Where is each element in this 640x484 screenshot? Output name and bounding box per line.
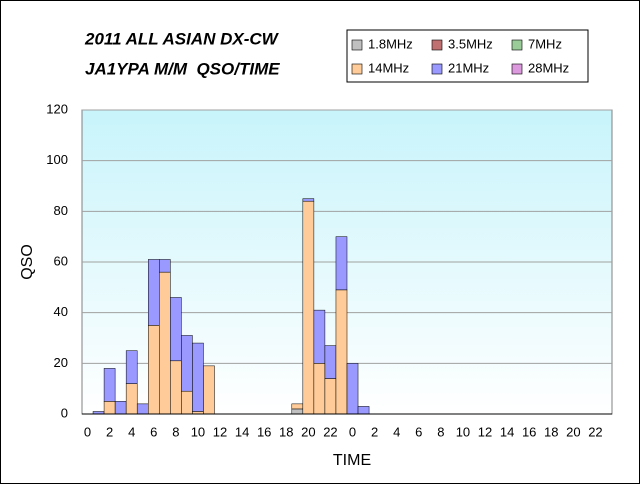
bar-segment [136,403,149,415]
bar-segment [159,259,171,273]
bars [92,198,370,415]
legend-label: 14MHz [368,60,409,75]
x-tick-label: 12 [213,424,227,439]
bar-segment [181,335,193,392]
legend-label: 3.5MHz [448,36,493,51]
legend-swatch [511,63,523,75]
x-tick-label: 16 [257,424,271,439]
x-tick-label: 4 [393,424,400,439]
x-tick-label: 12 [478,424,492,439]
y-tick-label: 100 [46,152,68,167]
chart-title: 2011 ALL ASIAN DX-CW [84,29,280,48]
x-tick-label: 22 [588,424,602,439]
bar-segment [159,271,171,415]
y-axis-label: QSO [19,244,36,280]
x-tick-label: 2 [106,424,113,439]
bar-segment [125,350,138,384]
bar-segment [291,408,304,415]
x-tick-label: 22 [323,424,337,439]
bar-segment [335,289,348,415]
x-tick-label: 8 [437,424,444,439]
y-tick-label: 0 [61,405,68,420]
x-tick-label: 6 [415,424,422,439]
bar-segment [170,360,182,415]
x-tick-label: 4 [128,424,135,439]
bar-segment [148,325,160,415]
x-axis-label: TIME [333,452,371,469]
y-tick-label: 120 [46,101,68,116]
bar-segment [103,368,116,402]
legend-swatch [431,63,443,75]
legend-label: 1.8MHz [368,36,413,51]
y-tick-label: 20 [54,355,68,370]
x-tick-label: 20 [566,424,580,439]
bar-segment [357,406,370,415]
bar-segment [313,363,326,415]
bar-segment [302,198,315,202]
bar-segment [324,345,337,379]
legend-label: 21MHz [448,60,489,75]
legend-label: 28MHz [528,60,569,75]
bar-segment [203,365,215,415]
bar-segment [291,403,304,410]
y-tick-label: 40 [54,304,68,319]
x-tick-label: 6 [150,424,157,439]
x-tick-label: 14 [500,424,514,439]
legend-swatch [511,39,523,51]
bar-segment [324,378,337,415]
x-tick-label: 18 [279,424,293,439]
bar-segment [148,259,160,326]
bar-segment [302,200,315,415]
bar-segment [170,297,182,362]
bar-segment [114,401,127,415]
legend-label: 7MHz [528,36,562,51]
x-tick-label: 20 [301,424,315,439]
bar-segment [103,401,116,415]
legend-swatch [431,39,443,51]
x-tick-label: 8 [172,424,179,439]
chart-subtitle: JA1YPA M/M QSO/TIME [85,59,280,78]
x-tick-label: 16 [522,424,536,439]
y-tick-label: 80 [54,203,68,218]
x-tick-label: 10 [191,424,205,439]
bar-segment [335,236,348,291]
legend [346,29,589,83]
x-tick-label: 10 [456,424,470,439]
x-tick-label: 2 [371,424,378,439]
x-tick-label: 18 [544,424,558,439]
bar-segment [125,383,138,415]
y-tick-label: 60 [54,253,68,268]
x-tick-label: 0 [349,424,356,439]
legend-swatch [351,63,363,75]
x-tick-label: 0 [84,424,91,439]
bar-segment [346,363,359,415]
x-tick-label: 14 [235,424,249,439]
bar-segment [313,309,326,364]
bar-segment [181,390,193,415]
bar-segment [192,342,204,412]
legend-swatch [351,39,363,51]
